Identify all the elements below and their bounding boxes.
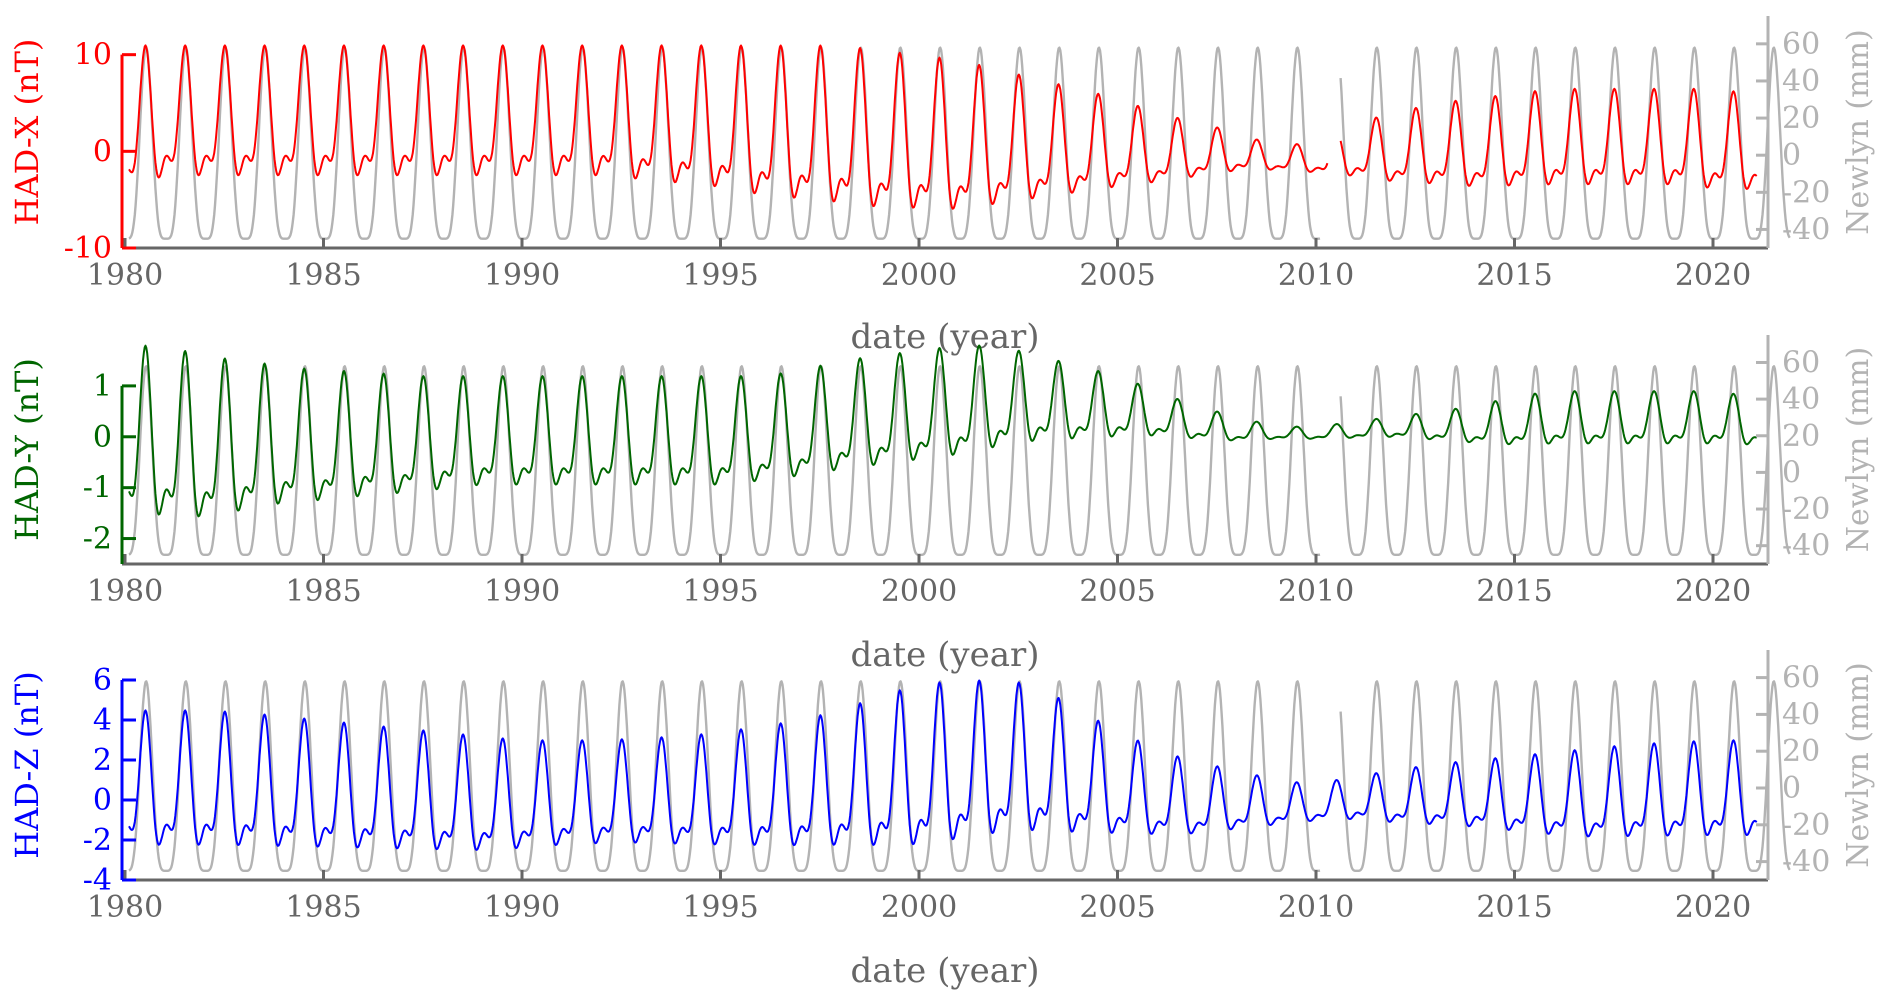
- y-left-tick-label: 0: [93, 134, 112, 169]
- x-tick-label: 2010: [1278, 574, 1354, 609]
- y-right-tick-label: 20: [1782, 101, 1820, 136]
- series-line-had-y: [128, 344, 1758, 518]
- x-tick-label: 1980: [87, 258, 163, 293]
- x-tick-label: 1995: [682, 890, 758, 925]
- series-line-newlyn: [128, 365, 1791, 556]
- x-tick-label: 1980: [87, 574, 163, 609]
- y-axis-right-label: Newlyn (mm): [1841, 29, 1876, 234]
- x-tick-label: 1995: [682, 258, 758, 293]
- x-tick-label: 2015: [1476, 574, 1552, 609]
- x-tick-label: 2005: [1079, 258, 1155, 293]
- y-right-tick-label: 20: [1782, 419, 1820, 454]
- y-right-tick-label: 60: [1782, 661, 1820, 696]
- y-right-tick-label: -20: [1782, 175, 1830, 210]
- y-right-tick-label: 40: [1782, 697, 1820, 732]
- x-tick-label: 1990: [484, 258, 560, 293]
- x-tick-label: 1985: [285, 574, 361, 609]
- y-left-tick-label: -2: [83, 823, 112, 858]
- y-right-tick-label: 60: [1782, 345, 1820, 380]
- x-tick-label: 2000: [881, 574, 957, 609]
- y-left-tick-label: -2: [83, 522, 112, 557]
- x-tick-label: 2005: [1079, 574, 1155, 609]
- x-tick-label: 1985: [285, 258, 361, 293]
- series-line-newlyn: [128, 680, 1791, 872]
- y-left-tick-label: 4: [93, 703, 112, 738]
- x-tick-label: 2010: [1278, 258, 1354, 293]
- y-left-tick-label: -1: [83, 471, 112, 506]
- y-axis-left-label: HAD-Y (nT): [8, 358, 46, 541]
- y-right-tick-label: 0: [1782, 138, 1801, 173]
- series-line-had-z: [128, 679, 1758, 851]
- y-left-tick-label: 6: [93, 663, 112, 698]
- panel-had-y: 1980 1985 1990 1995 2000 2005 2010 2015 2020date…: [8, 335, 1876, 675]
- y-axis-right-label: Newlyn (mm): [1841, 347, 1876, 552]
- y-left-tick-label: 10: [74, 38, 112, 73]
- y-left-tick-label: 1: [93, 369, 112, 404]
- y-right-tick-label: -20: [1782, 808, 1830, 843]
- y-right-tick-label: 0: [1782, 771, 1801, 806]
- y-left-tick-label: 2: [93, 743, 112, 778]
- y-right-tick-label: 20: [1782, 734, 1820, 769]
- x-tick-label: 2000: [881, 258, 957, 293]
- series-line-had-x: [128, 44, 1758, 210]
- x-tick-label: 1990: [484, 890, 560, 925]
- x-axis-label: date (year): [850, 635, 1039, 675]
- y-right-tick-label: 0: [1782, 455, 1801, 490]
- x-tick-label: 2015: [1476, 890, 1552, 925]
- y-right-tick-label: -40: [1782, 529, 1830, 564]
- y-left-tick-label: -10: [64, 231, 112, 266]
- x-tick-label: 1980: [87, 890, 163, 925]
- x-tick-label: 2000: [881, 890, 957, 925]
- y-right-tick-label: -40: [1782, 845, 1830, 880]
- y-right-tick-label: 40: [1782, 382, 1820, 417]
- y-right-tick-label: -20: [1782, 492, 1830, 527]
- y-right-tick-label: 40: [1782, 64, 1820, 99]
- x-tick-label: 2020: [1675, 890, 1751, 925]
- x-tick-label: 1985: [285, 890, 361, 925]
- x-tick-label: 2015: [1476, 258, 1552, 293]
- x-axis-label: date (year): [850, 317, 1039, 357]
- x-tick-label: 2020: [1675, 258, 1751, 293]
- x-tick-label: 2010: [1278, 890, 1354, 925]
- x-axis-label: date (year): [850, 951, 1039, 991]
- y-left-tick-label: 0: [93, 783, 112, 818]
- x-tick-label: 2005: [1079, 890, 1155, 925]
- y-axis-right-label: Newlyn (mm): [1841, 662, 1876, 867]
- panel-had-x: 1980 1985 1990 1995 2000 2005 2010 2015 2020date…: [8, 16, 1876, 357]
- y-right-tick-label: 60: [1782, 27, 1820, 62]
- panel-had-z: 1980 1985 1990 1995 2000 2005 2010 2015 2020date…: [8, 650, 1876, 991]
- series-line-newlyn: [128, 46, 1791, 240]
- y-right-tick-label: -40: [1782, 212, 1830, 247]
- x-tick-label: 2020: [1675, 574, 1751, 609]
- x-tick-label: 1990: [484, 574, 560, 609]
- y-left-tick-label: 0: [93, 420, 112, 455]
- y-axis-left-label: HAD-Z (nT): [8, 671, 46, 858]
- x-tick-label: 1995: [682, 574, 758, 609]
- y-axis-left-label: HAD-X (nT): [8, 39, 46, 226]
- y-left-tick-label: -4: [83, 863, 112, 898]
